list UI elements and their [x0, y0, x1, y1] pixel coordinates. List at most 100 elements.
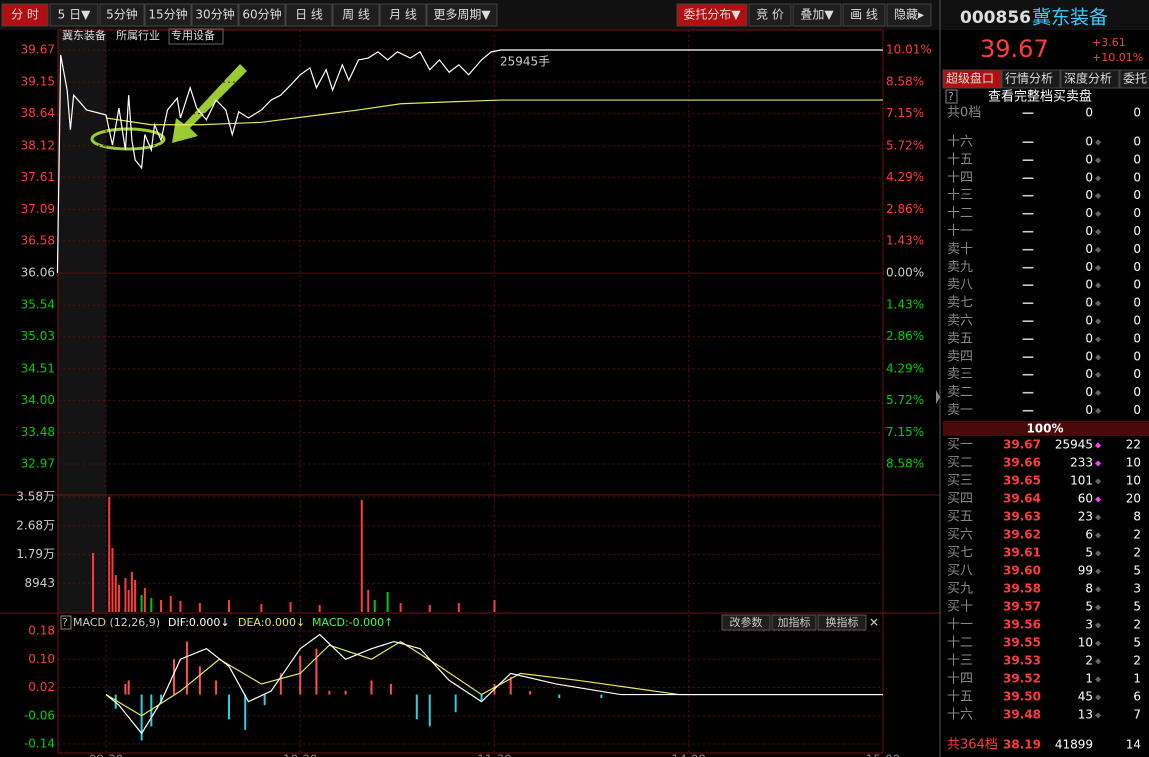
- close-button[interactable]: ✕: [869, 616, 879, 630]
- y-tick-label: 34.51: [21, 361, 55, 375]
- indicator-button[interactable]: [817, 614, 867, 631]
- dash: —: [1022, 278, 1034, 292]
- volume: 2: [1085, 654, 1093, 668]
- row-label: 卖四: [947, 349, 973, 364]
- stock-tag[interactable]: 专用设备: [171, 28, 215, 42]
- toolbar-button[interactable]: [1, 3, 49, 27]
- toolbar-button[interactable]: [886, 3, 932, 27]
- toolbar-button[interactable]: [238, 3, 286, 27]
- price: 39.63: [1003, 510, 1041, 524]
- y-tick-label: 0.18: [28, 624, 55, 638]
- count: 22: [1126, 438, 1141, 452]
- volume: 0: [1085, 403, 1093, 417]
- y-tick-label: 36.58: [21, 233, 55, 247]
- marker: ◆: [1095, 317, 1102, 326]
- count: 0: [1133, 224, 1141, 238]
- row-label: 十二: [947, 636, 973, 651]
- toolbar-button[interactable]: [285, 3, 333, 27]
- pct-label: 8.58%: [886, 457, 924, 471]
- collapse-arrow[interactable]: [936, 390, 940, 404]
- help-box: [60, 615, 72, 630]
- marker: ◆: [1095, 352, 1102, 361]
- pct-label: 7.15%: [886, 425, 924, 439]
- price: 39.67: [1003, 438, 1041, 452]
- dash: —: [1022, 403, 1034, 417]
- dash: —: [1022, 314, 1034, 328]
- y-tick-label: 32.97: [21, 457, 55, 471]
- macd-dif: DIF:0.000↓: [168, 616, 230, 629]
- help-mark: ?: [62, 616, 68, 629]
- toolbar-button[interactable]: [426, 3, 498, 27]
- toolbar-button[interactable]: [379, 3, 427, 27]
- book-link[interactable]: 查看完整档买卖盘: [988, 89, 1092, 105]
- pct-label: 5.72%: [886, 393, 924, 407]
- row-label: 买六: [947, 528, 973, 543]
- count: 3: [1133, 582, 1141, 596]
- row-label: 买一: [947, 438, 973, 453]
- toolbar-button[interactable]: [792, 3, 842, 27]
- y-tick-label: 38.64: [21, 106, 55, 120]
- button-label: 日 线: [295, 8, 323, 22]
- y-tick-label: -0.14: [24, 737, 55, 751]
- panel-tab[interactable]: [1119, 69, 1149, 89]
- pct-label: 2.86%: [886, 329, 924, 343]
- volume: 60: [1078, 492, 1093, 506]
- count: 0: [1133, 385, 1141, 399]
- count: 10: [1126, 456, 1141, 470]
- panel-tab[interactable]: [1060, 69, 1120, 89]
- macd-frame: [57, 612, 884, 754]
- y-tick-label: 2.68万: [16, 518, 55, 532]
- count: 2: [1133, 618, 1141, 632]
- toolbar-button[interactable]: [144, 3, 192, 27]
- volume: 0: [1085, 331, 1093, 345]
- toolbar-button[interactable]: [842, 3, 886, 27]
- button-label: 换指标: [826, 615, 859, 629]
- last-price: 39.67: [980, 35, 1049, 63]
- row-label: 十四: [947, 672, 973, 687]
- toolbar-button[interactable]: [99, 3, 145, 27]
- macd-value: MACD:-0.000↑: [312, 616, 393, 629]
- row-label: 共0档: [947, 106, 981, 121]
- price: 39.62: [1003, 528, 1041, 542]
- indicator-button[interactable]: [721, 614, 771, 631]
- row-label: 十三: [947, 654, 973, 669]
- toolbar-button[interactable]: [332, 3, 380, 27]
- toolbar-button[interactable]: [748, 3, 792, 27]
- button-label: 5分钟: [106, 7, 138, 22]
- tab-label: 行情分析: [1005, 72, 1053, 86]
- count: 7: [1133, 708, 1141, 722]
- marker: ◆: [1095, 388, 1102, 397]
- marker: ◆: [1095, 531, 1102, 540]
- dash: —: [1022, 152, 1034, 166]
- volume: 0: [1085, 242, 1093, 256]
- price: 39.65: [1003, 474, 1041, 488]
- panel-tab[interactable]: [942, 69, 1002, 89]
- marker: ◆: [1095, 173, 1102, 182]
- count: 0: [1133, 242, 1141, 256]
- marker: ◆: [1095, 657, 1102, 666]
- toolbar-button[interactable]: [49, 3, 99, 27]
- button-label: 15分钟: [148, 7, 187, 22]
- y-tick-label: 0.10: [28, 652, 55, 666]
- row-label: 买二: [947, 456, 973, 471]
- row-label: 买五: [947, 510, 973, 525]
- panel-tab[interactable]: [1001, 69, 1061, 89]
- y-tick-label: 37.61: [21, 170, 55, 184]
- toolbar-button[interactable]: [676, 3, 748, 27]
- volume: 0: [1085, 170, 1093, 184]
- pct-label: 10.01%: [886, 43, 932, 57]
- price: 39.61: [1003, 546, 1041, 560]
- dash: —: [1022, 206, 1034, 220]
- pct-label: 1.43%: [886, 233, 924, 247]
- volume: 101: [1070, 474, 1093, 488]
- count: 0: [1133, 296, 1141, 310]
- indicator-button[interactable]: [771, 614, 817, 631]
- dash: —: [1022, 242, 1034, 256]
- highlight-ellipse: [90, 127, 166, 151]
- toolbar-button[interactable]: [191, 3, 239, 27]
- price: 39.52: [1003, 672, 1041, 686]
- stock-tag[interactable]: 所属行业: [116, 29, 160, 42]
- marker: ◆: [1095, 155, 1102, 164]
- count: 10: [1126, 474, 1141, 488]
